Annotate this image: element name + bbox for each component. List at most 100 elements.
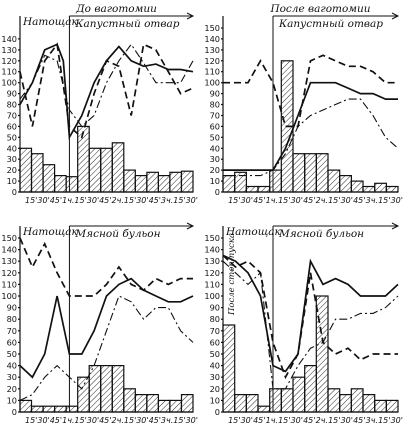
histogram-bar [157,399,171,413]
x-tick-label: 30' [136,196,148,205]
y-tick-label: 100 [1,291,17,301]
series-line-dash [19,42,194,139]
label-fasting: Натощак [225,226,281,238]
x-tick-label: 15' [228,416,240,425]
x-tick-label: 45' [303,196,315,205]
label-vertical: После стоп-пуска [227,233,237,316]
series-line-dashdot [19,43,194,128]
y-tick-label: 90 [7,303,17,313]
histogram-bar [146,394,159,413]
x-tick-label: 15' [173,196,185,205]
y-tick-label: 0 [215,407,220,417]
x-tick-label: 30' [136,416,148,425]
y-tick-label: 140 [1,34,17,44]
y-tick-label: 0 [12,407,17,417]
histogram-bar [374,399,388,413]
histogram-bar [19,147,33,193]
y-tick-label: 80 [7,314,17,324]
y-tick-label: 80 [7,100,17,110]
x-tick-label: 30' [87,196,99,205]
y-tick-label: 10 [7,395,17,405]
y-tick-label: 140 [1,245,17,255]
y-tick-label: 120 [1,56,17,66]
histogram-bar [269,388,283,413]
histogram-bar [134,394,148,413]
x-tick-label: 3ч. [161,416,173,425]
y-tick-label: 80 [210,314,220,324]
x-tick-label: 45' [303,416,315,425]
x-tick-label: 15' [74,416,86,425]
x-tick-label: 15' [278,416,290,425]
x-tick-label: 15' [25,196,37,205]
label-food: Мясной бульон [278,228,364,240]
histogram-bar [385,185,399,193]
series-line-dashdot [223,98,399,177]
x-tick-label: 30' [37,196,49,205]
y-tick-label: 20 [7,165,17,175]
x-tick-label: 45' [149,416,161,425]
y-tick-label: 70 [7,111,17,121]
food-bracket-arrow [186,12,195,20]
y-tick-label: 50 [7,132,17,142]
x-tick-label: 15' [74,196,86,205]
histogram-bar [19,399,33,413]
label-fasting: Натощак [22,226,78,238]
y-tick-label: 70 [7,326,17,336]
histogram-bar [100,365,113,413]
histogram-bar [327,169,341,193]
series-line-dashdot [222,260,399,390]
x-tick-label: 30' [87,416,99,425]
chart-panel-3: 150140130120110100908070605040302010015'… [1,222,198,425]
x-tick-label: 2ч. [112,416,124,425]
y-tick-label: 60 [7,337,17,347]
y-tick-label: 50 [210,132,220,142]
x-tick-label: 15' [124,196,136,205]
y-tick-label: 10 [7,176,17,186]
histogram-bar [245,185,259,193]
y-tick-label: 110 [1,67,17,77]
x-tick-label: 3ч. [366,416,378,425]
histogram-bar [77,376,90,413]
y-tick-label: 130 [204,45,220,55]
y-tick-label: 40 [7,361,17,371]
y-tick-label: 30 [210,372,220,382]
y-tick-label: 70 [210,111,220,121]
y-tick-label: 40 [210,361,220,371]
x-tick-label: 30' [291,416,303,425]
x-tick-label: 1ч. [62,196,74,205]
y-tick-label: 30 [7,372,17,382]
histogram [19,365,194,413]
histogram-bar [134,175,148,193]
x-tick-label: 45' [99,416,111,425]
histogram-bar [362,185,376,193]
x-tick-label: 45' [99,196,111,205]
histogram-bar [234,394,247,413]
x-tick-label: 2ч. [112,196,124,205]
histogram-bar [222,175,236,193]
histogram-bar [42,405,56,413]
series-line-solid [19,43,194,141]
x-tick-label: 15' [378,196,390,205]
histogram-bar [280,388,294,413]
y-tick-label: 10 [210,176,220,186]
histogram-bar [257,405,271,413]
x-tick-label: 30' [341,416,353,425]
y-tick-label: 50 [210,349,220,359]
x-tick-label: 30' [391,196,403,205]
food-bracket-arrow [186,222,195,230]
x-tick-label: 15' [328,196,340,205]
histogram-bar [42,164,56,193]
y-tick-label: 70 [210,326,220,336]
y-tick-label: 100 [1,78,17,88]
y-tick-label: 90 [210,303,220,313]
histogram-bar [111,365,125,413]
histogram-bar [65,405,79,413]
histogram-bar [374,182,388,193]
x-tick-label: 30' [186,416,198,425]
y-tick-label: 120 [204,268,220,278]
label-food: Мясной бульон [74,228,160,240]
series-line-dash [19,237,193,297]
histogram-bar [339,394,353,413]
y-tick-label: 120 [204,56,220,66]
